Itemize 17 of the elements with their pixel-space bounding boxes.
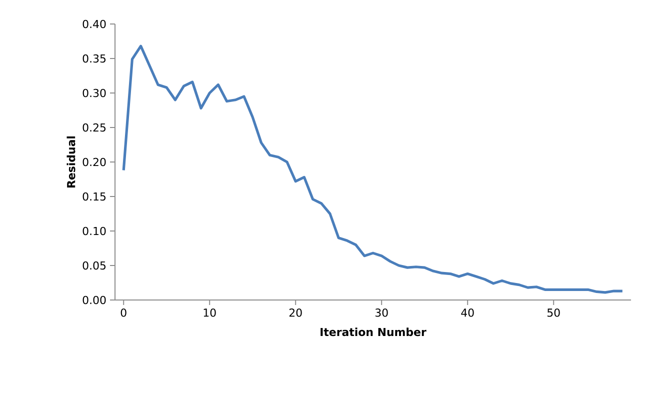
x-axis-title: Iteration Number bbox=[320, 328, 426, 336]
y-tick-label: 0.25 bbox=[82, 123, 106, 132]
x-tick-label: 50 bbox=[547, 308, 560, 317]
x-tick-label: 30 bbox=[375, 308, 388, 317]
y-tick-label: 0.10 bbox=[82, 226, 106, 236]
y-tick-label: 0.35 bbox=[82, 54, 106, 63]
x-tick-label: 0 bbox=[120, 308, 126, 317]
x-tick-label: 40 bbox=[461, 308, 474, 317]
x-tick-label: 10 bbox=[204, 308, 216, 317]
y-axis-title: Residual bbox=[66, 136, 76, 188]
y-tick-label: 0.15 bbox=[82, 192, 106, 201]
y-tick-label: 0.00 bbox=[82, 296, 106, 304]
y-tick-label: 0.05 bbox=[82, 261, 106, 270]
y-tick-label: 0.30 bbox=[82, 88, 106, 98]
y-tick-label: 0.20 bbox=[82, 158, 106, 166]
y-tick-label: 0.40 bbox=[82, 20, 106, 28]
x-tick-label: 20 bbox=[289, 308, 302, 317]
